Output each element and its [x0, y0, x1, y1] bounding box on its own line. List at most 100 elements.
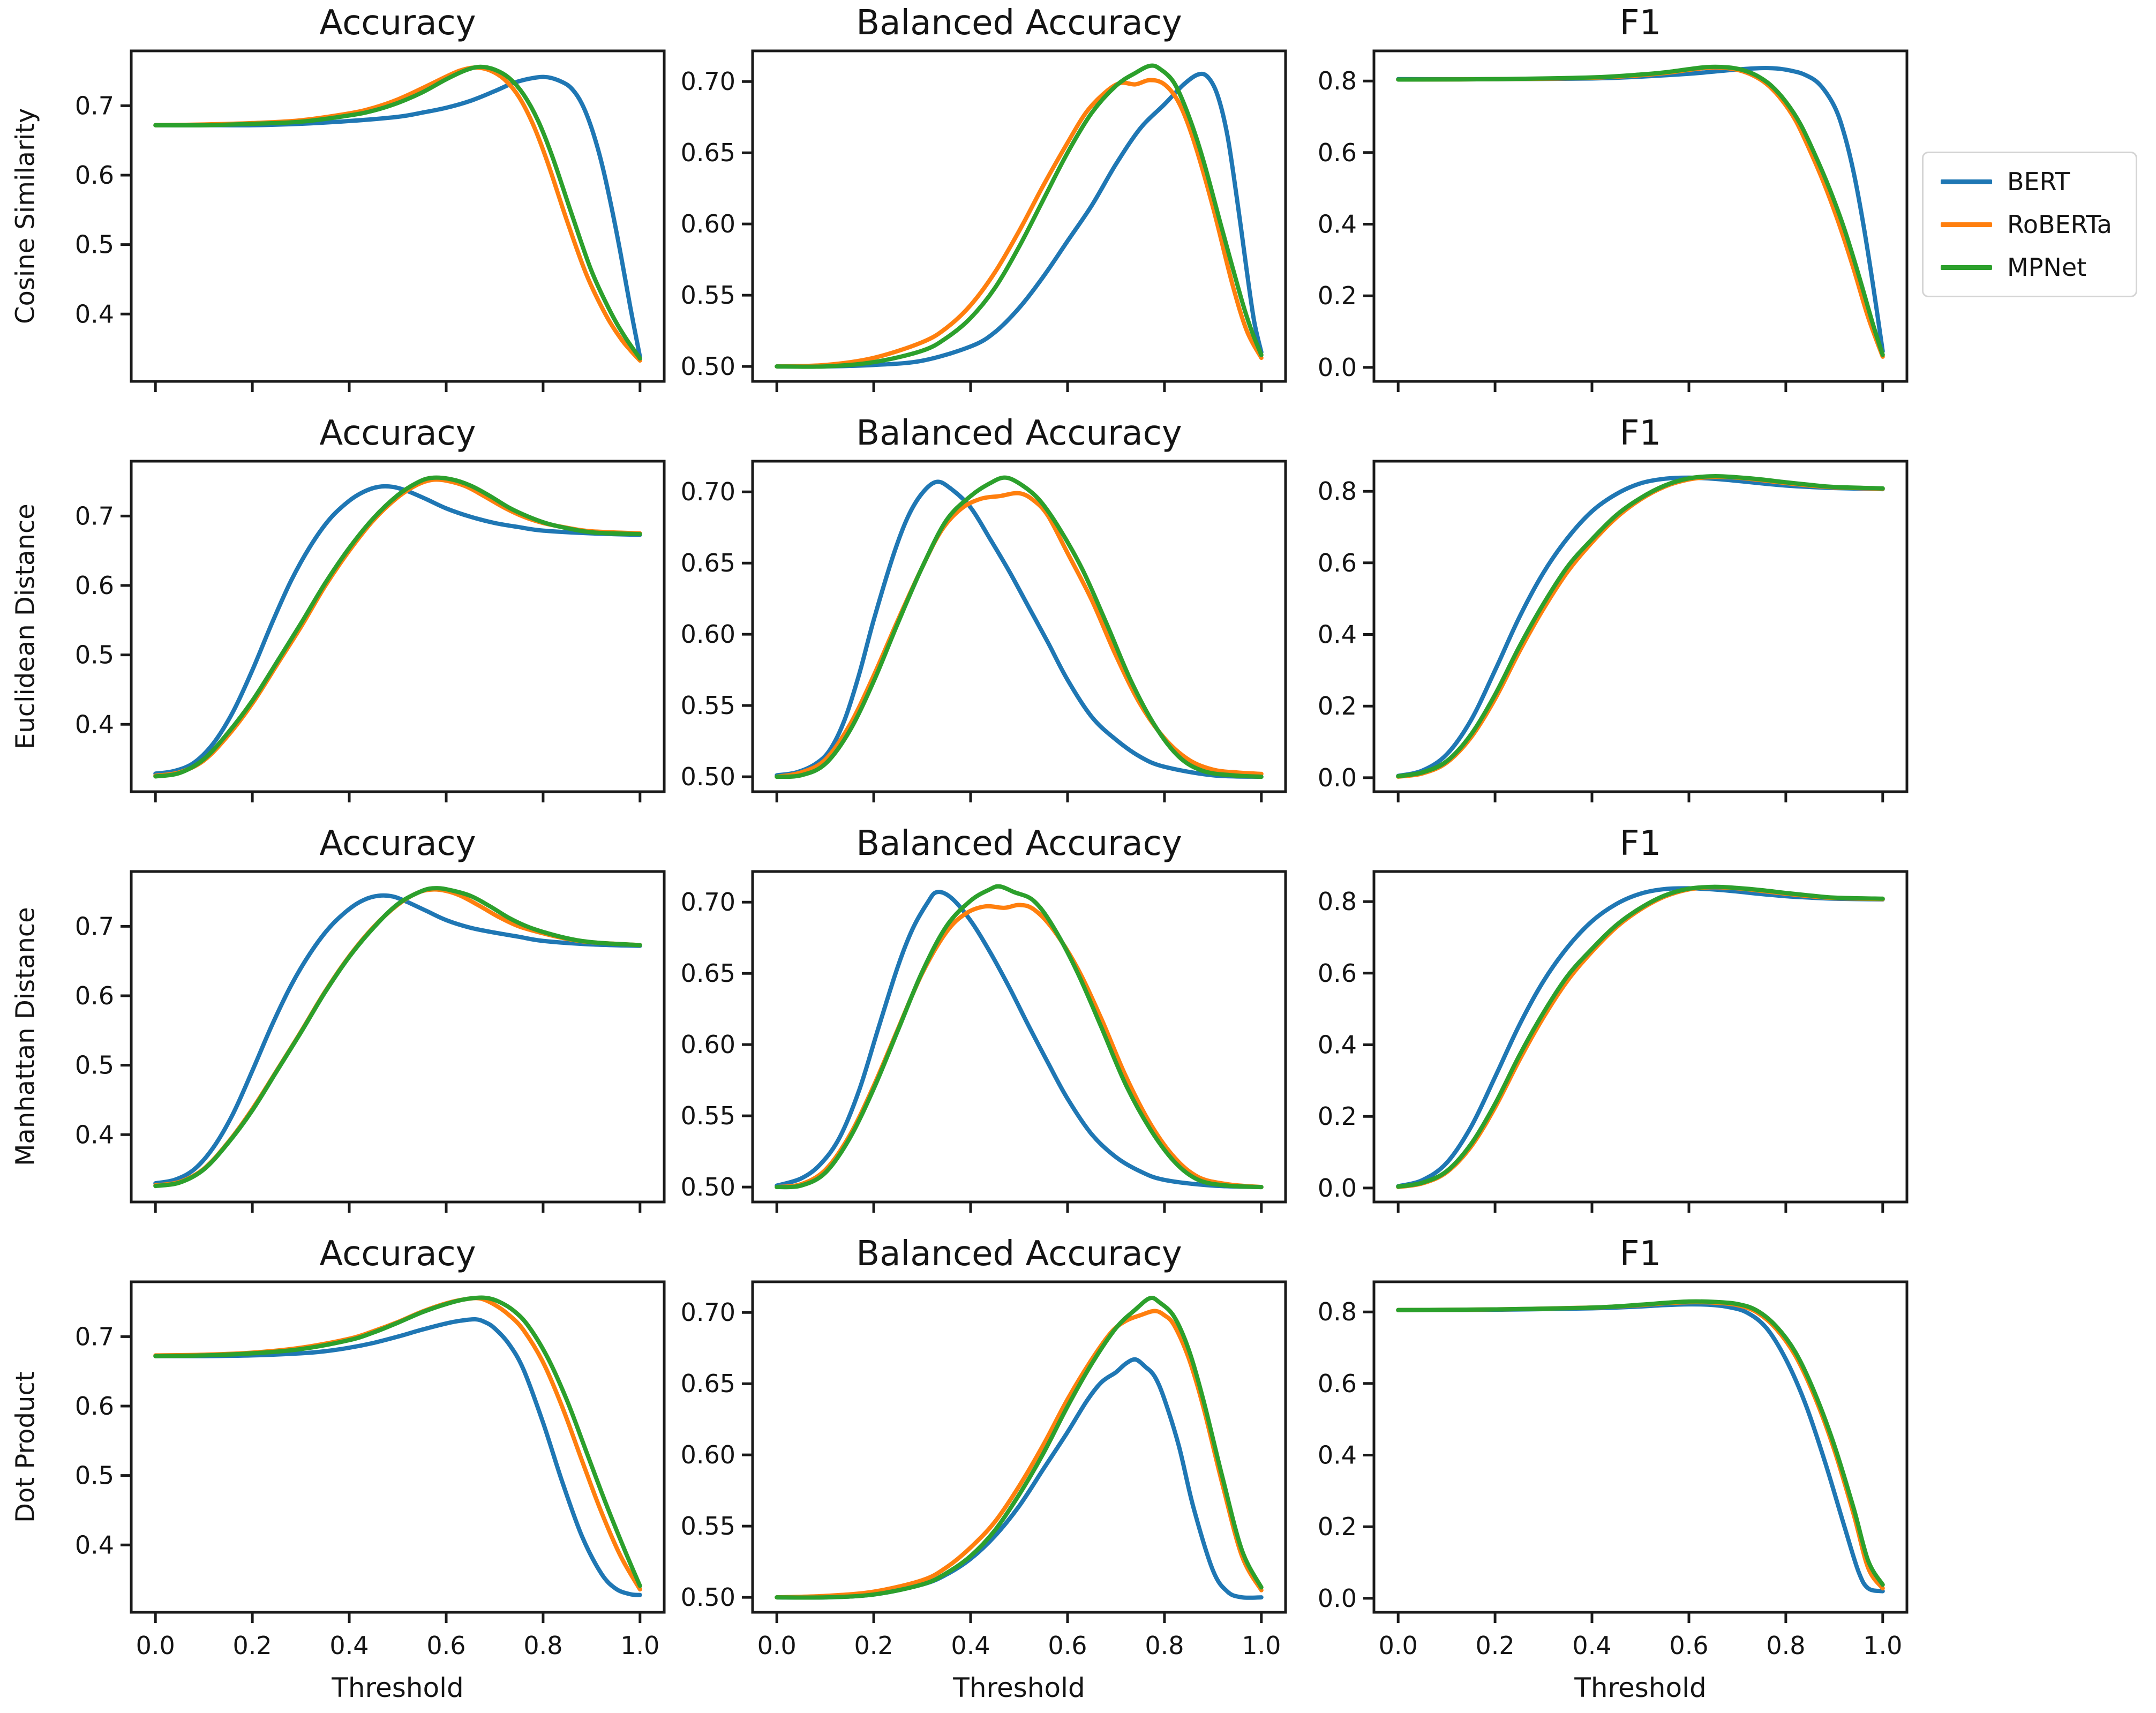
- x-tick-label: 0.6: [1048, 1631, 1087, 1660]
- subplot-title: Accuracy: [319, 3, 476, 43]
- plot-box: [751, 1280, 1287, 1614]
- x-tick-label: 0.8: [523, 1631, 562, 1660]
- y-tick-label: 0.6: [1318, 549, 1357, 577]
- line-mpnet: [153, 1295, 642, 1588]
- subplot-title: Balanced Accuracy: [856, 414, 1182, 453]
- y-tick-label: 0.2: [1318, 692, 1357, 720]
- y-tick-label: 0.6: [1318, 138, 1357, 167]
- y-tick-label: 0.50: [681, 352, 735, 381]
- line-mpnet: [153, 64, 642, 361]
- y-tick-label: 0.6: [1318, 1369, 1357, 1398]
- y-tick-label: 0.70: [681, 1298, 735, 1327]
- y-tick-label: 0.50: [681, 1173, 735, 1201]
- subplot-title: Accuracy: [319, 1234, 476, 1274]
- line-roberta: [153, 1296, 642, 1592]
- legend-item-bert: BERT: [1941, 169, 2119, 194]
- y-tick-label: 0.8: [1318, 66, 1357, 95]
- line-bert: [1396, 886, 1885, 1189]
- subplot-title: F1: [1620, 824, 1662, 863]
- line-mpnet: [775, 1296, 1264, 1600]
- x-tick-label: 1.0: [620, 1631, 659, 1660]
- x-tick-label: 0.2: [854, 1631, 893, 1660]
- x-tick-label: 0.4: [1572, 1631, 1611, 1660]
- y-tick-label: 0.0: [1318, 1174, 1357, 1203]
- x-axis-label: Threshold: [952, 1672, 1085, 1703]
- x-tick-label: 0.2: [233, 1631, 272, 1660]
- chart-dot-product-balanced-accuracy: Balanced Accuracy 0.50 0.55 0.60 0.65 0.70 0.0…: [681, 1234, 1287, 1703]
- y-tick-label: 0.2: [1318, 281, 1357, 310]
- y-tick-label: 0.4: [1318, 1441, 1357, 1470]
- legend-label: RoBERTa: [2007, 210, 2112, 239]
- line-bert: [153, 1317, 642, 1597]
- y-tick-label: 0.70: [681, 477, 735, 506]
- y-tick-label: 0.60: [681, 1440, 735, 1469]
- legend: BERT RoBERTa MPNet: [1922, 152, 2137, 297]
- y-tick-label: 0.7: [75, 91, 114, 120]
- y-tick-label: 0.65: [681, 1369, 735, 1398]
- chart-row-manhattan-distance: Manhattan Distance Accuracy 0.4 0.5 0.6 0.7 Ba…: [0, 821, 1915, 1231]
- y-tick-label: 0.7: [75, 912, 114, 941]
- y-tick-label: 0.6: [1318, 959, 1357, 988]
- line-mpnet: [1396, 474, 1885, 779]
- y-tick-label: 0.4: [1318, 1031, 1357, 1060]
- subplot-title: F1: [1620, 3, 1662, 43]
- line-mpnet: [153, 475, 642, 779]
- plot-box: [130, 460, 666, 793]
- legend-line-swatch: [1941, 222, 1992, 227]
- line-mpnet: [153, 886, 642, 1189]
- y-tick-label: 0.65: [681, 138, 735, 167]
- line-mpnet: [775, 63, 1264, 369]
- x-tick-label: 0.8: [1145, 1631, 1184, 1660]
- y-tick-label: 0.50: [681, 762, 735, 791]
- line-mpnet: [1396, 884, 1885, 1189]
- line-roberta: [1396, 65, 1885, 359]
- y-tick-label: 0.4: [1318, 210, 1357, 239]
- x-tick-label: 0.0: [757, 1631, 797, 1660]
- chart-euclidean-distance-balanced-accuracy: Balanced Accuracy 0.50 0.55 0.60 0.65 0.70: [681, 414, 1287, 802]
- subplot-title: Balanced Accuracy: [856, 1234, 1182, 1274]
- legend-label: MPNet: [2007, 253, 2087, 282]
- x-tick-label: 0.0: [136, 1631, 175, 1660]
- row-label-cell: Euclidean Distance: [0, 410, 51, 821]
- y-tick-label: 0.8: [1318, 1297, 1357, 1326]
- y-tick-label: 0.4: [1318, 620, 1357, 649]
- y-tick-label: 0.70: [681, 888, 735, 916]
- y-tick-label: 0.2: [1318, 1512, 1357, 1541]
- plot-box: [1372, 1280, 1909, 1614]
- line-roberta: [775, 903, 1264, 1190]
- plot-box: [751, 49, 1287, 383]
- chart-manhattan-distance-f1: F1 0.0 0.2 0.4 0.6 0.8: [1318, 824, 1909, 1213]
- line-bert: [1396, 65, 1885, 354]
- x-tick-label: 0.8: [1766, 1631, 1805, 1660]
- y-tick-label: 0.6: [75, 571, 114, 600]
- chart-dot-product-accuracy: Accuracy 0.4 0.5 0.6 0.7 0.0 0.2 0.4 0.6 0.8 1.0 Th…: [75, 1234, 666, 1703]
- y-tick-label: 0.4: [75, 1120, 114, 1149]
- subplot-grid: Cosine Similarity Accuracy 0.4 0.5 0.6 0.7 Bal…: [0, 0, 1915, 1713]
- x-axis-label: Threshold: [331, 1672, 463, 1703]
- y-tick-label: 0.6: [75, 161, 114, 190]
- line-roberta: [1396, 1299, 1885, 1591]
- y-tick-label: 0.0: [1318, 353, 1357, 382]
- legend-item-roberta: RoBERTa: [1941, 212, 2119, 237]
- line-bert: [153, 484, 642, 776]
- line-mpnet: [775, 884, 1264, 1190]
- row-label-cell: Dot Product: [0, 1231, 51, 1713]
- y-tick-label: 0.5: [75, 641, 114, 670]
- line-bert: [775, 71, 1264, 369]
- x-tick-label: 0.6: [426, 1631, 465, 1660]
- plot-box: [751, 460, 1287, 793]
- chart-cosine-similarity-f1: F1 0.0 0.2 0.4 0.6 0.8: [1318, 3, 1909, 392]
- line-roberta: [775, 78, 1264, 369]
- x-tick-label: 0.4: [951, 1631, 990, 1660]
- y-tick-label: 0.7: [75, 1322, 114, 1351]
- y-tick-label: 0.55: [681, 691, 735, 720]
- line-bert: [1396, 475, 1885, 778]
- line-mpnet: [1396, 1299, 1885, 1587]
- plot-box: [1372, 460, 1909, 793]
- plot-box: [130, 49, 666, 383]
- chart-row-cosine-similarity: Cosine Similarity Accuracy 0.4 0.5 0.6 0.7 Bal…: [0, 0, 1915, 410]
- y-tick-label: 0.2: [1318, 1102, 1357, 1131]
- row-label-manhattan-distance: Manhattan Distance: [10, 907, 41, 1167]
- subplot-title: F1: [1620, 414, 1662, 453]
- subplot-title: Balanced Accuracy: [856, 824, 1182, 863]
